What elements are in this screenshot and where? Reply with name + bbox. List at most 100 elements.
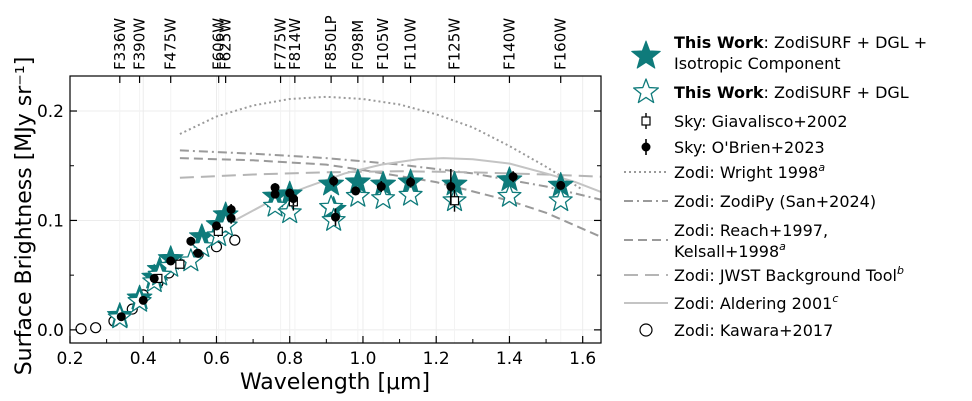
legend-text-obrien: Sky: O'Brien+2023	[674, 138, 825, 157]
legend-rest: : ZodiSURF + DGL +	[763, 33, 927, 52]
obrien-point	[270, 189, 280, 199]
filter-label-f105w: F105W	[374, 18, 392, 70]
legend-marker-kawara	[639, 323, 653, 337]
legend-main: Zodi: Reach+1997,	[674, 221, 828, 240]
curve-wright	[179, 95, 584, 191]
obrien-point	[270, 183, 280, 193]
this-work-dgl-star	[263, 193, 288, 217]
legend-superscript: a	[818, 161, 825, 174]
y-axis: 0.0 0.1 0.2	[37, 102, 601, 341]
legend-text-reach-line2: Kelsall+1998a	[674, 240, 786, 261]
this-work-dgl-star	[277, 200, 302, 224]
kawara-point	[90, 322, 102, 334]
obrien-point	[351, 186, 361, 196]
filter-label-f140w: F140W	[500, 18, 518, 70]
this-work-dgl-star	[497, 183, 522, 207]
legend-bold: This Work	[674, 83, 764, 102]
x-axis: 0.2 0.4 0.6 0.8 1.0 1.2 1.4 1.6	[56, 336, 596, 369]
this-work-dgl-star	[345, 183, 370, 207]
obrien-point	[508, 172, 518, 182]
x-tick-label: 1.6	[569, 349, 596, 369]
y-tick-label: 0.1	[37, 211, 64, 231]
filter-label-f125w: F125W	[446, 18, 464, 70]
legend-text-zodipy: Zodi: ZodiPy (San+2024)	[674, 192, 876, 211]
obrien-point	[446, 182, 456, 192]
data-markers	[75, 166, 574, 335]
legend-text-aldering: Zodi: Aldering 2001c	[674, 292, 838, 313]
curve-reach	[179, 157, 601, 238]
legend-text-this_work_dgl: This Work: ZodiSURF + DGL	[674, 83, 909, 102]
x-tick-label: 0.6	[203, 349, 230, 369]
filter-label-f814w: F814W	[286, 18, 304, 70]
curve-jwst	[179, 170, 601, 179]
obrien-point	[226, 205, 236, 214]
legend-marker-obrien	[641, 142, 651, 152]
legend-text-this_work_full-line2: Isotropic Component	[674, 54, 841, 73]
obrien-point	[166, 256, 176, 266]
filter-label-f110w: F110W	[402, 18, 420, 70]
obrien-point	[376, 182, 386, 192]
legend-main: Zodi: JWST Background Tool	[674, 266, 897, 285]
legend-marker-this-work-full	[631, 40, 661, 69]
legend-superscript: c	[832, 292, 838, 305]
y-axis-title: Surface Brightness [MJy sr⁻¹]	[12, 57, 37, 376]
filter-label-f606w: F606W	[210, 18, 228, 70]
filter-label-f390w: F390W	[131, 18, 149, 70]
x-tick-label: 0.8	[276, 349, 303, 369]
obrien-point	[331, 212, 340, 222]
giavalisco-point	[449, 196, 460, 206]
obrien-point	[288, 194, 298, 204]
obrien-point	[406, 177, 416, 187]
x-tick-label: 1.4	[496, 349, 523, 369]
legend-main: Zodi: Kawara+2017	[674, 321, 833, 340]
legend-text-wright: Zodi: Wright 1998a	[674, 161, 825, 182]
legend-main: Isotropic Component	[674, 54, 841, 73]
obrien-point	[226, 213, 236, 223]
curve-zodipy	[179, 149, 601, 201]
filter-label-f160w: F160W	[552, 18, 570, 70]
legend-rest: : ZodiSURF + DGL	[763, 83, 908, 102]
legend: This Work: ZodiSURF + DGL +Isotropic Com…	[624, 33, 927, 340]
legend-main: Zodi: Wright 1998	[674, 163, 818, 182]
y-tick-label: 0.2	[37, 102, 64, 122]
legend-text-jwst: Zodi: JWST Background Toolb	[674, 264, 904, 285]
obrien-point	[186, 236, 196, 246]
legend-marker-giavalisco	[641, 116, 651, 126]
obrien-point	[193, 248, 203, 258]
legend-text-this_work_full: This Work: ZodiSURF + DGL +	[674, 33, 927, 52]
legend-main: Sky: O'Brien+2023	[674, 138, 825, 157]
legend-main: Zodi: ZodiPy (San+2024)	[674, 192, 876, 211]
obrien-point	[138, 295, 148, 305]
legend-superscript: a	[779, 240, 786, 253]
obrien-point	[116, 312, 126, 322]
obrien-point	[556, 180, 566, 190]
legend-text-reach: Zodi: Reach+1997,	[674, 221, 828, 240]
x-tick-label: 1.2	[423, 349, 450, 369]
legend-main: Zodi: Aldering 2001	[674, 294, 832, 313]
x-tick-label: 1.0	[349, 349, 376, 369]
y-tick-label: 0.0	[37, 321, 64, 341]
filter-label-f475w: F475W	[162, 18, 180, 70]
obrien-point	[329, 176, 339, 186]
kawara-point	[75, 323, 87, 335]
legend-bold: This Work	[674, 33, 764, 52]
zodi-model-curves	[179, 95, 601, 243]
filter-label-f775w: F775W	[272, 18, 290, 70]
giavalisco-point	[175, 259, 185, 269]
this-work-dgl-star	[398, 182, 423, 206]
this-work-dgl-star	[371, 185, 396, 209]
legend-main: Sky: Giavalisco+2002	[674, 112, 848, 131]
filter-label-f850lp: F850LP	[322, 15, 340, 70]
filter-label-f336w: F336W	[111, 18, 129, 70]
x-tick-label: 0.2	[56, 349, 83, 369]
legend-text-giavalisco: Sky: Giavalisco+2002	[674, 112, 848, 131]
legend-main: Kelsall+1998	[674, 242, 779, 261]
filter-label-f625w: F625W	[217, 18, 235, 70]
legend-text-kawara: Zodi: Kawara+2017	[674, 321, 833, 340]
plot-frame	[69, 75, 602, 344]
legend-superscript: b	[897, 264, 904, 277]
kawara-point	[229, 234, 241, 246]
x-axis-title: Wavelength [μm]	[240, 370, 430, 395]
